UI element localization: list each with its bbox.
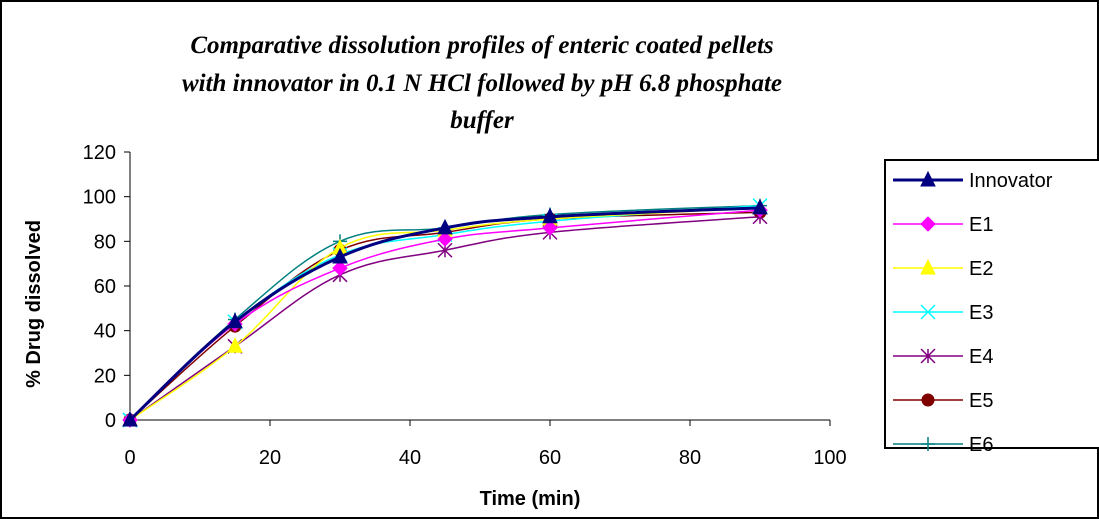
chart-title-line-3: buffer bbox=[450, 107, 514, 134]
data-point-e1 bbox=[542, 220, 558, 236]
data-point-innovator bbox=[752, 198, 768, 215]
legend-label-innovator: Innovator bbox=[969, 170, 1053, 192]
data-point-e1 bbox=[437, 231, 453, 247]
legend-marker-e1 bbox=[920, 216, 936, 232]
y-tick-label: 20 bbox=[94, 365, 116, 387]
y-tick-label: 80 bbox=[94, 231, 116, 253]
legend-marker-e2 bbox=[920, 258, 936, 275]
y-tick-label: 100 bbox=[83, 187, 116, 209]
y-axis-label: % Drug dissolved bbox=[23, 220, 45, 388]
legend-label-e5: E5 bbox=[969, 390, 993, 412]
series-line-e2 bbox=[129, 207, 761, 421]
y-tick-label: 40 bbox=[94, 321, 116, 343]
legend-label-e3: E3 bbox=[969, 302, 993, 324]
legend-marker-e5 bbox=[921, 393, 935, 407]
y-tick-label: 120 bbox=[83, 142, 116, 164]
x-tick-label: 0 bbox=[124, 447, 135, 469]
legend-label-e4: E4 bbox=[969, 346, 993, 368]
legend-marker-e6 bbox=[921, 437, 935, 451]
chart-title-line-1: Comparative dissolution profiles of ente… bbox=[190, 32, 774, 59]
y-tick-label: 0 bbox=[105, 410, 116, 432]
x-tick-label: 80 bbox=[679, 447, 701, 469]
series-line-e4 bbox=[129, 216, 761, 421]
x-axis-label: Time (min) bbox=[480, 488, 581, 510]
data-point-innovator bbox=[227, 312, 243, 329]
series-line-innovator bbox=[128, 206, 761, 422]
y-tick-label: 60 bbox=[94, 276, 116, 298]
data-point-e2 bbox=[227, 337, 243, 353]
legend-marker-innovator bbox=[920, 170, 936, 187]
legend-label-e2: E2 bbox=[969, 258, 993, 280]
x-tick-label: 100 bbox=[813, 447, 846, 469]
legend-marker-e3 bbox=[920, 304, 936, 320]
x-tick-label: 60 bbox=[539, 447, 561, 469]
data-point-innovator bbox=[332, 247, 348, 264]
legend-label-e6: E6 bbox=[969, 434, 993, 456]
chart-title-line-2: with innovator in 0.1 N HCl followed by … bbox=[181, 70, 783, 97]
legend-marker-e4 bbox=[920, 348, 936, 364]
x-tick-label: 20 bbox=[259, 447, 281, 469]
data-point-innovator bbox=[122, 410, 138, 427]
data-point-innovator bbox=[437, 218, 453, 235]
data-point-innovator bbox=[542, 207, 558, 224]
x-tick-label: 40 bbox=[399, 447, 421, 469]
data-point-e1 bbox=[332, 260, 348, 276]
legend-label-e1: E1 bbox=[969, 214, 993, 236]
